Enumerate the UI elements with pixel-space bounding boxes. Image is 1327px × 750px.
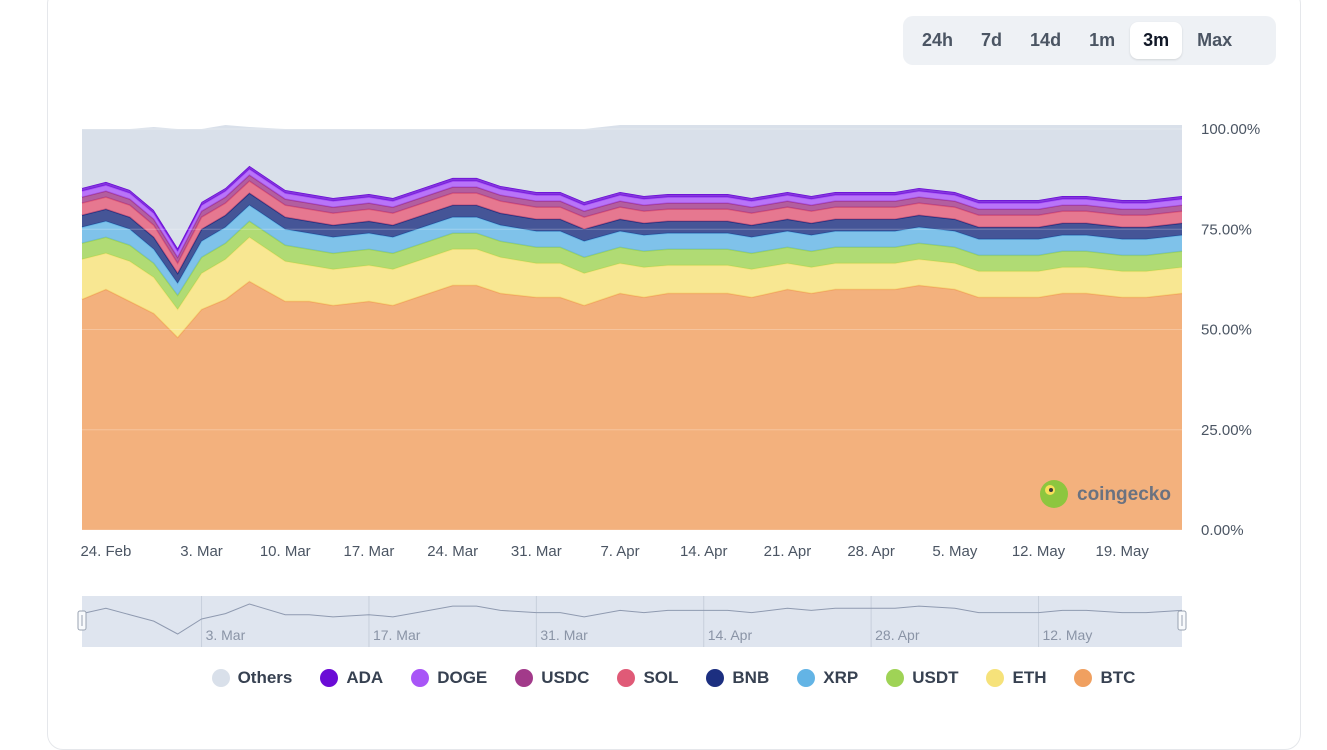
coingecko-logo-icon xyxy=(1040,480,1068,508)
legend-marker xyxy=(320,669,339,687)
range-tab-max[interactable]: Max xyxy=(1197,30,1233,50)
legend-item-btc[interactable]: BTC xyxy=(1074,668,1135,688)
legend-item-usdc[interactable]: USDC xyxy=(515,668,589,688)
legend-item-xrp[interactable]: XRP xyxy=(797,668,858,688)
y-tick-label: 50.00% xyxy=(1201,322,1252,339)
navigator-label: 17. Mar xyxy=(373,627,421,643)
stacked-area-plot xyxy=(81,124,1183,530)
legend-item-others[interactable]: Others xyxy=(211,668,293,688)
legend-marker xyxy=(986,669,1005,687)
navigator[interactable]: 3. Mar 17. Mar 31. Mar 14. Apr 28. Apr 12. Ma… xyxy=(77,596,1187,647)
coingecko-logo-pupil-icon xyxy=(1049,488,1053,492)
legend-label: DOGE xyxy=(437,668,488,687)
area-eth xyxy=(82,237,1182,338)
range-tab-14d[interactable]: 14d xyxy=(1030,30,1062,50)
area-others xyxy=(82,124,1182,249)
watermark-text: coingecko xyxy=(1077,484,1171,505)
x-tick-label: 28. Apr xyxy=(847,543,895,560)
x-tick-label: 19. May xyxy=(1096,543,1150,560)
coingecko-watermark: coingecko xyxy=(1040,480,1171,508)
range-tab-7d[interactable]: 7d xyxy=(981,30,1003,50)
x-tick-label: 12. May xyxy=(1012,543,1066,560)
x-tick-label: 17. Mar xyxy=(344,543,395,560)
legend-item-eth[interactable]: ETH xyxy=(986,668,1046,688)
legend-label: SOL xyxy=(643,668,679,687)
legend-label: USDT xyxy=(912,668,959,687)
legend-marker xyxy=(617,669,636,687)
legend-label: ETH xyxy=(1012,668,1047,687)
legend-label: Others xyxy=(237,668,293,687)
x-tick-label: 10. Mar xyxy=(260,543,311,560)
legend-label: BTC xyxy=(1100,668,1136,687)
x-tick-label: 24. Feb xyxy=(80,543,131,560)
range-tab-24h[interactable]: 24h xyxy=(922,30,954,50)
navigator-series-line xyxy=(81,603,1183,635)
legend-label: XRP xyxy=(823,668,859,687)
legend-marker xyxy=(886,669,905,687)
legend-marker xyxy=(706,669,725,687)
navigator-background xyxy=(82,596,1182,647)
y-tick-label: 0.00% xyxy=(1201,522,1244,539)
x-tick-label: 7. Apr xyxy=(600,543,639,560)
legend-marker xyxy=(797,669,816,687)
x-tick-label: 14. Apr xyxy=(680,543,728,560)
legend-label: BNB xyxy=(732,668,770,687)
x-tick-label: 5. May xyxy=(932,543,978,560)
legend-label: USDC xyxy=(541,668,590,687)
area-btc xyxy=(82,281,1182,530)
navigator-label: 14. Apr xyxy=(708,627,753,643)
market-dominance-chart: 100.00% 75.00% 50.00% 25.00% 0.00% 24. Feb 3.… xyxy=(77,121,1260,647)
legend-item-bnb[interactable]: BNB xyxy=(706,668,769,688)
legend-marker xyxy=(411,669,430,687)
y-tick-label: 100.00% xyxy=(1201,121,1260,138)
x-tick-label: 24. Mar xyxy=(427,543,478,560)
legend-marker xyxy=(515,669,534,687)
area-usdt xyxy=(82,221,1182,310)
y-axis: 100.00% 75.00% 50.00% 25.00% 0.00% xyxy=(82,121,1260,539)
legend-item-sol[interactable]: SOL xyxy=(617,668,678,688)
navigator-label: 3. Mar xyxy=(206,627,246,643)
legend-marker xyxy=(211,669,230,687)
chart-legend: Others ADA DOGE USDC SOL BNB XRP USDT ETH BTC xyxy=(0,665,1327,691)
x-tick-label: 3. Mar xyxy=(180,543,223,560)
legend-item-ada[interactable]: ADA xyxy=(320,668,383,688)
range-tab-1m[interactable]: 1m xyxy=(1089,30,1116,50)
x-tick-label: 31. Mar xyxy=(511,543,562,560)
y-tick-label: 75.00% xyxy=(1201,221,1252,238)
legend-label: ADA xyxy=(346,668,384,687)
x-tick-label: 21. Apr xyxy=(764,543,812,560)
legend-item-usdt[interactable]: USDT xyxy=(886,668,958,688)
navigator-label: 12. May xyxy=(1043,627,1093,643)
navigator-label: 31. Mar xyxy=(540,627,588,643)
legend-item-doge[interactable]: DOGE xyxy=(411,668,487,688)
range-tab-3m[interactable]: 3m xyxy=(1130,22,1183,59)
legend-marker xyxy=(1074,669,1093,687)
x-axis: 24. Feb 3. Mar 10. Mar 17. Mar 24. Mar 31. Ma… xyxy=(80,543,1149,560)
range-selector: 24h 7d 14d 1m 3m Max xyxy=(903,16,1276,65)
y-tick-label: 25.00% xyxy=(1201,422,1252,439)
navigator-label: 28. Apr xyxy=(875,627,920,643)
